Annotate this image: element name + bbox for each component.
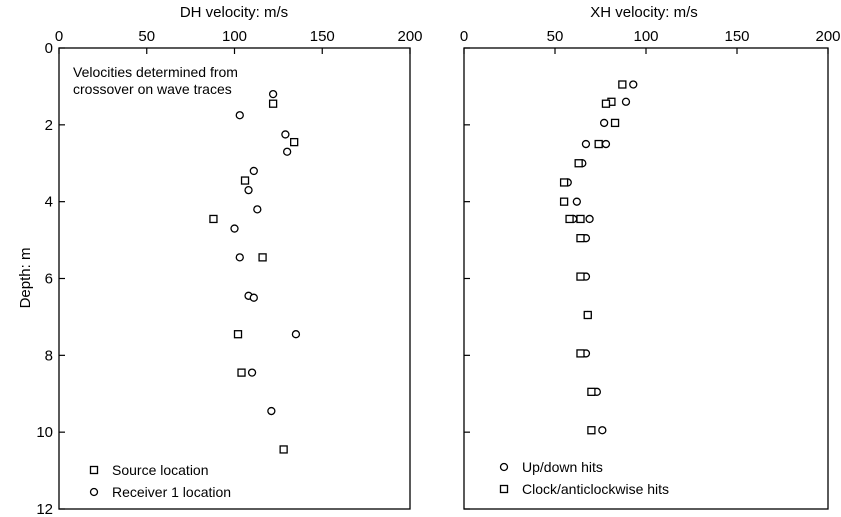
dh-y-tick-label: 4 (45, 194, 53, 211)
xh-x-tick-label: 50 (547, 28, 564, 45)
xh-legend-circle-marker (499, 462, 509, 472)
xh-square-point (601, 99, 611, 108)
xh-square-point (559, 178, 569, 187)
dh-square-point (233, 330, 243, 339)
xh-square-point (594, 139, 603, 149)
dh-x-tick-label: 100 (222, 28, 247, 45)
dh-circle-point (291, 330, 301, 339)
dh-y-tick-label: 0 (45, 40, 53, 57)
xh-x-tick-label: 200 (815, 28, 840, 45)
xh-legend-label: Up/down hits (522, 459, 603, 475)
xh-circle-point (629, 80, 638, 89)
xh-square-point (576, 214, 585, 224)
dh-plot-frame (58, 47, 411, 510)
xh-circle-point (621, 97, 631, 106)
dh-square-point (268, 99, 278, 108)
dh-legend-square-marker (89, 465, 99, 475)
dh-legend: Source location Receiver 1 location (89, 462, 231, 500)
xh-square-point (574, 159, 583, 168)
xh-circle-point (585, 214, 594, 224)
xh-square-point (587, 387, 596, 396)
xh-x-tick-label: 0 (460, 28, 468, 45)
dh-x-tick-label: 200 (397, 28, 422, 45)
dh-legend-label: Source location (112, 462, 209, 478)
xh-velocity-panel: XH velocity: m/s 0 50 100 150 200 Up/down hi… (460, 4, 841, 510)
xh-square-point (576, 349, 585, 358)
xh-legend-label: Clock/anticlockwise hits (522, 481, 669, 497)
xh-data-points (559, 80, 638, 435)
dh-circle-point (282, 147, 292, 156)
dh-circle-point (268, 89, 278, 99)
dh-circle-point (244, 185, 253, 195)
dh-data-points (209, 89, 301, 454)
dh-legend-label: Receiver 1 location (112, 484, 231, 500)
xh-x-tick-label: 100 (633, 28, 658, 45)
dh-circle-point (253, 205, 262, 214)
dh-x-tick-label: 50 (138, 28, 155, 45)
xh-axis-ticks: 0 50 100 150 200 (460, 28, 841, 510)
dh-x-tick-label: 0 (55, 28, 63, 45)
xh-legend: Up/down hits Clock/anticlockwise hits (499, 459, 669, 497)
xh-square-point (583, 310, 592, 320)
dh-x-axis-title: DH velocity: m/s (180, 4, 288, 21)
dh-square-point (279, 445, 288, 454)
xh-circle-point (601, 139, 611, 149)
dh-circle-point (249, 166, 258, 176)
dh-axis-ticks: 0 50 100 150 200 0 2 4 6 8 10 12 (36, 28, 422, 517)
dh-y-tick-label: 8 (45, 347, 53, 364)
xh-plot-frame (463, 47, 829, 510)
xh-circle-point (572, 197, 581, 206)
xh-legend-square-marker (499, 484, 509, 494)
dh-square-point (209, 214, 218, 224)
dh-x-tick-label: 150 (310, 28, 335, 45)
xh-square-point (576, 272, 585, 281)
dh-y-tick-label: 12 (36, 501, 53, 517)
dh-circle-point (249, 293, 258, 302)
xh-square-point (610, 118, 620, 128)
dh-circle-point (267, 406, 276, 416)
dh-y-tick-label: 10 (36, 424, 53, 441)
dh-velocity-panel: DH velocity: m/s Depth: m Velocities det… (17, 4, 423, 517)
dh-y-tick-label: 2 (45, 117, 53, 134)
dh-circle-point (235, 111, 244, 120)
dh-y-axis-title: Depth: m (17, 248, 34, 309)
xh-square-point (576, 234, 585, 243)
dh-square-point (290, 137, 299, 147)
dh-circle-point (281, 130, 290, 139)
xh-circle-point (598, 426, 607, 435)
xh-x-axis-title: XH velocity: m/s (590, 4, 698, 21)
dh-circle-point (230, 224, 239, 233)
xh-square-point (618, 80, 627, 89)
dh-circle-point (247, 368, 257, 377)
xh-square-point (559, 197, 569, 206)
xh-x-tick-label: 150 (724, 28, 749, 45)
dh-square-point (240, 176, 250, 185)
dh-square-point (258, 253, 267, 262)
dh-annotation-line-2: crossover on wave traces (73, 81, 232, 97)
dh-circle-point (235, 253, 244, 262)
dh-square-point (237, 368, 246, 377)
xh-circle-point (581, 139, 591, 149)
xh-circle-point (599, 118, 609, 128)
xh-square-point (587, 426, 596, 435)
dh-annotation-line-1: Velocities determined from (73, 64, 238, 80)
xh-square-point (565, 214, 574, 224)
dh-y-tick-label: 6 (45, 271, 53, 288)
dh-legend-circle-marker (89, 487, 99, 497)
